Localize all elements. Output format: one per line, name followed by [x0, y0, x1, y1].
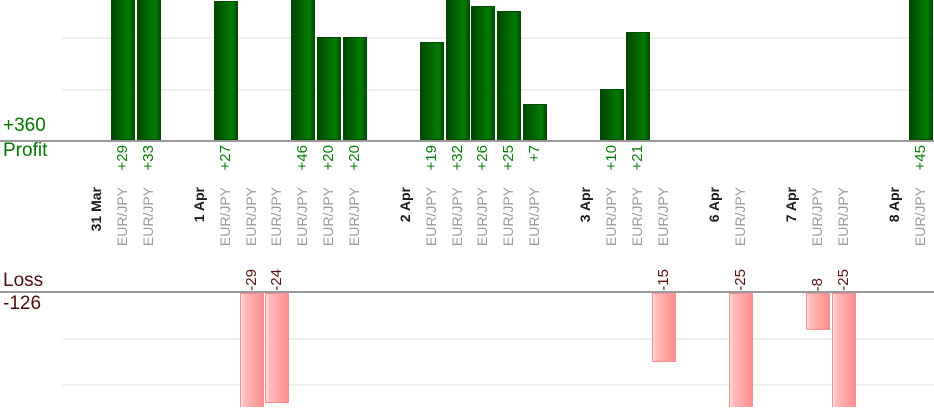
- profit-value-label: +25: [500, 145, 517, 171]
- x-axis-symbol-label: EUR/JPY: [731, 187, 748, 247]
- x-axis-date-label: 8 Apr: [886, 187, 903, 223]
- profit-bar: [497, 11, 521, 140]
- profit-bar: [522, 103, 547, 140]
- loss-bar: [265, 293, 290, 403]
- profit-bar: [213, 0, 238, 140]
- loss-bar: [239, 293, 264, 407]
- profit-bar: [342, 37, 367, 140]
- profit-value-label: +45: [912, 145, 929, 171]
- x-axis-symbol-label: EUR/JPY: [500, 187, 516, 247]
- x-axis-symbol-label: EUR/JPY: [345, 187, 362, 247]
- loss-value-label: -15: [654, 269, 672, 291]
- loss-plot-area: [0, 293, 934, 407]
- x-axis-date-label: 7 Apr: [783, 187, 800, 223]
- x-axis-date-label: 3 Apr: [577, 187, 594, 223]
- x-axis-symbol-label: EUR/JPY: [139, 187, 156, 247]
- x-axis-symbol-label: EUR/JPY: [834, 187, 851, 247]
- profit-bar: [909, 0, 933, 140]
- profit-bar: [419, 42, 444, 140]
- profit-axis-title: Profit: [3, 140, 48, 161]
- x-axis-date-label: 31 Mar: [88, 187, 104, 232]
- x-axis-symbol-label: EUR/JPY: [448, 187, 465, 247]
- x-axis-symbol-label: EUR/JPY: [525, 187, 542, 247]
- profit-value-label: +29: [113, 145, 131, 171]
- profit-value-label: +20: [319, 145, 337, 171]
- x-axis-date-label: 6 Apr: [706, 187, 722, 223]
- profit-value-label: +19: [422, 145, 440, 171]
- x-axis-date-label: 1 Apr: [191, 187, 207, 223]
- profit-axis-line: [0, 140, 934, 142]
- profit-value-label: +46: [294, 145, 311, 171]
- profit-bar: [445, 0, 470, 140]
- profit-bar: [136, 0, 161, 140]
- profit-value-label: +7: [525, 145, 543, 163]
- loss-gridline: [62, 383, 934, 386]
- loss-value-label: -8: [809, 277, 826, 291]
- loss-total-label: -126: [3, 293, 42, 314]
- x-axis-symbol-label: EUR/JPY: [474, 187, 491, 247]
- profit-bar: [316, 37, 341, 140]
- x-axis-symbol-label: EUR/JPY: [268, 187, 285, 247]
- profit-plot-area: [0, 0, 934, 140]
- profit-bar: [625, 31, 650, 140]
- loss-bar: [728, 293, 753, 407]
- profit-bar: [471, 6, 496, 140]
- loss-bar: [806, 293, 830, 330]
- x-axis-symbol-label: EUR/JPY: [628, 187, 645, 247]
- profit-value-label: +10: [603, 145, 620, 171]
- profit-value-label: +21: [628, 145, 646, 171]
- loss-value-label: -25: [834, 269, 852, 291]
- x-axis-date-label: 2 Apr: [397, 187, 413, 223]
- profit-value-label: +26: [474, 145, 492, 171]
- profit-total-label: +360: [3, 115, 46, 136]
- loss-axis-line: [0, 291, 934, 293]
- x-axis-symbol-label: EUR/JPY: [654, 187, 671, 247]
- x-axis-symbol-label: EUR/JPY: [294, 187, 310, 247]
- x-axis-symbol-label: EUR/JPY: [319, 187, 336, 247]
- x-axis-symbol-label: EUR/JPY: [603, 187, 619, 247]
- loss-value-label: -24: [268, 269, 286, 291]
- profit-value-label: +27: [216, 145, 234, 171]
- x-axis-symbol-label: EUR/JPY: [113, 187, 130, 247]
- profit-value-label: +33: [139, 145, 157, 171]
- profit-value-label: +32: [448, 145, 466, 171]
- x-axis-symbol-label: EUR/JPY: [912, 187, 928, 247]
- profit-bar: [600, 88, 624, 140]
- loss-value-label: -25: [731, 269, 749, 291]
- loss-bar: [831, 293, 856, 407]
- profit-bar: [291, 0, 315, 140]
- x-axis-symbol-label: EUR/JPY: [216, 187, 233, 247]
- profit-value-label: +20: [345, 145, 363, 171]
- x-axis-symbol-label: EUR/JPY: [242, 187, 259, 247]
- profit-bar: [110, 0, 135, 140]
- loss-gridline: [62, 337, 934, 340]
- loss-bar: [651, 293, 676, 362]
- loss-value-label: -29: [242, 269, 260, 291]
- x-axis-symbol-label: EUR/JPY: [809, 187, 825, 247]
- x-axis-symbol-label: EUR/JPY: [422, 187, 439, 247]
- loss-axis-title: Loss: [3, 270, 44, 291]
